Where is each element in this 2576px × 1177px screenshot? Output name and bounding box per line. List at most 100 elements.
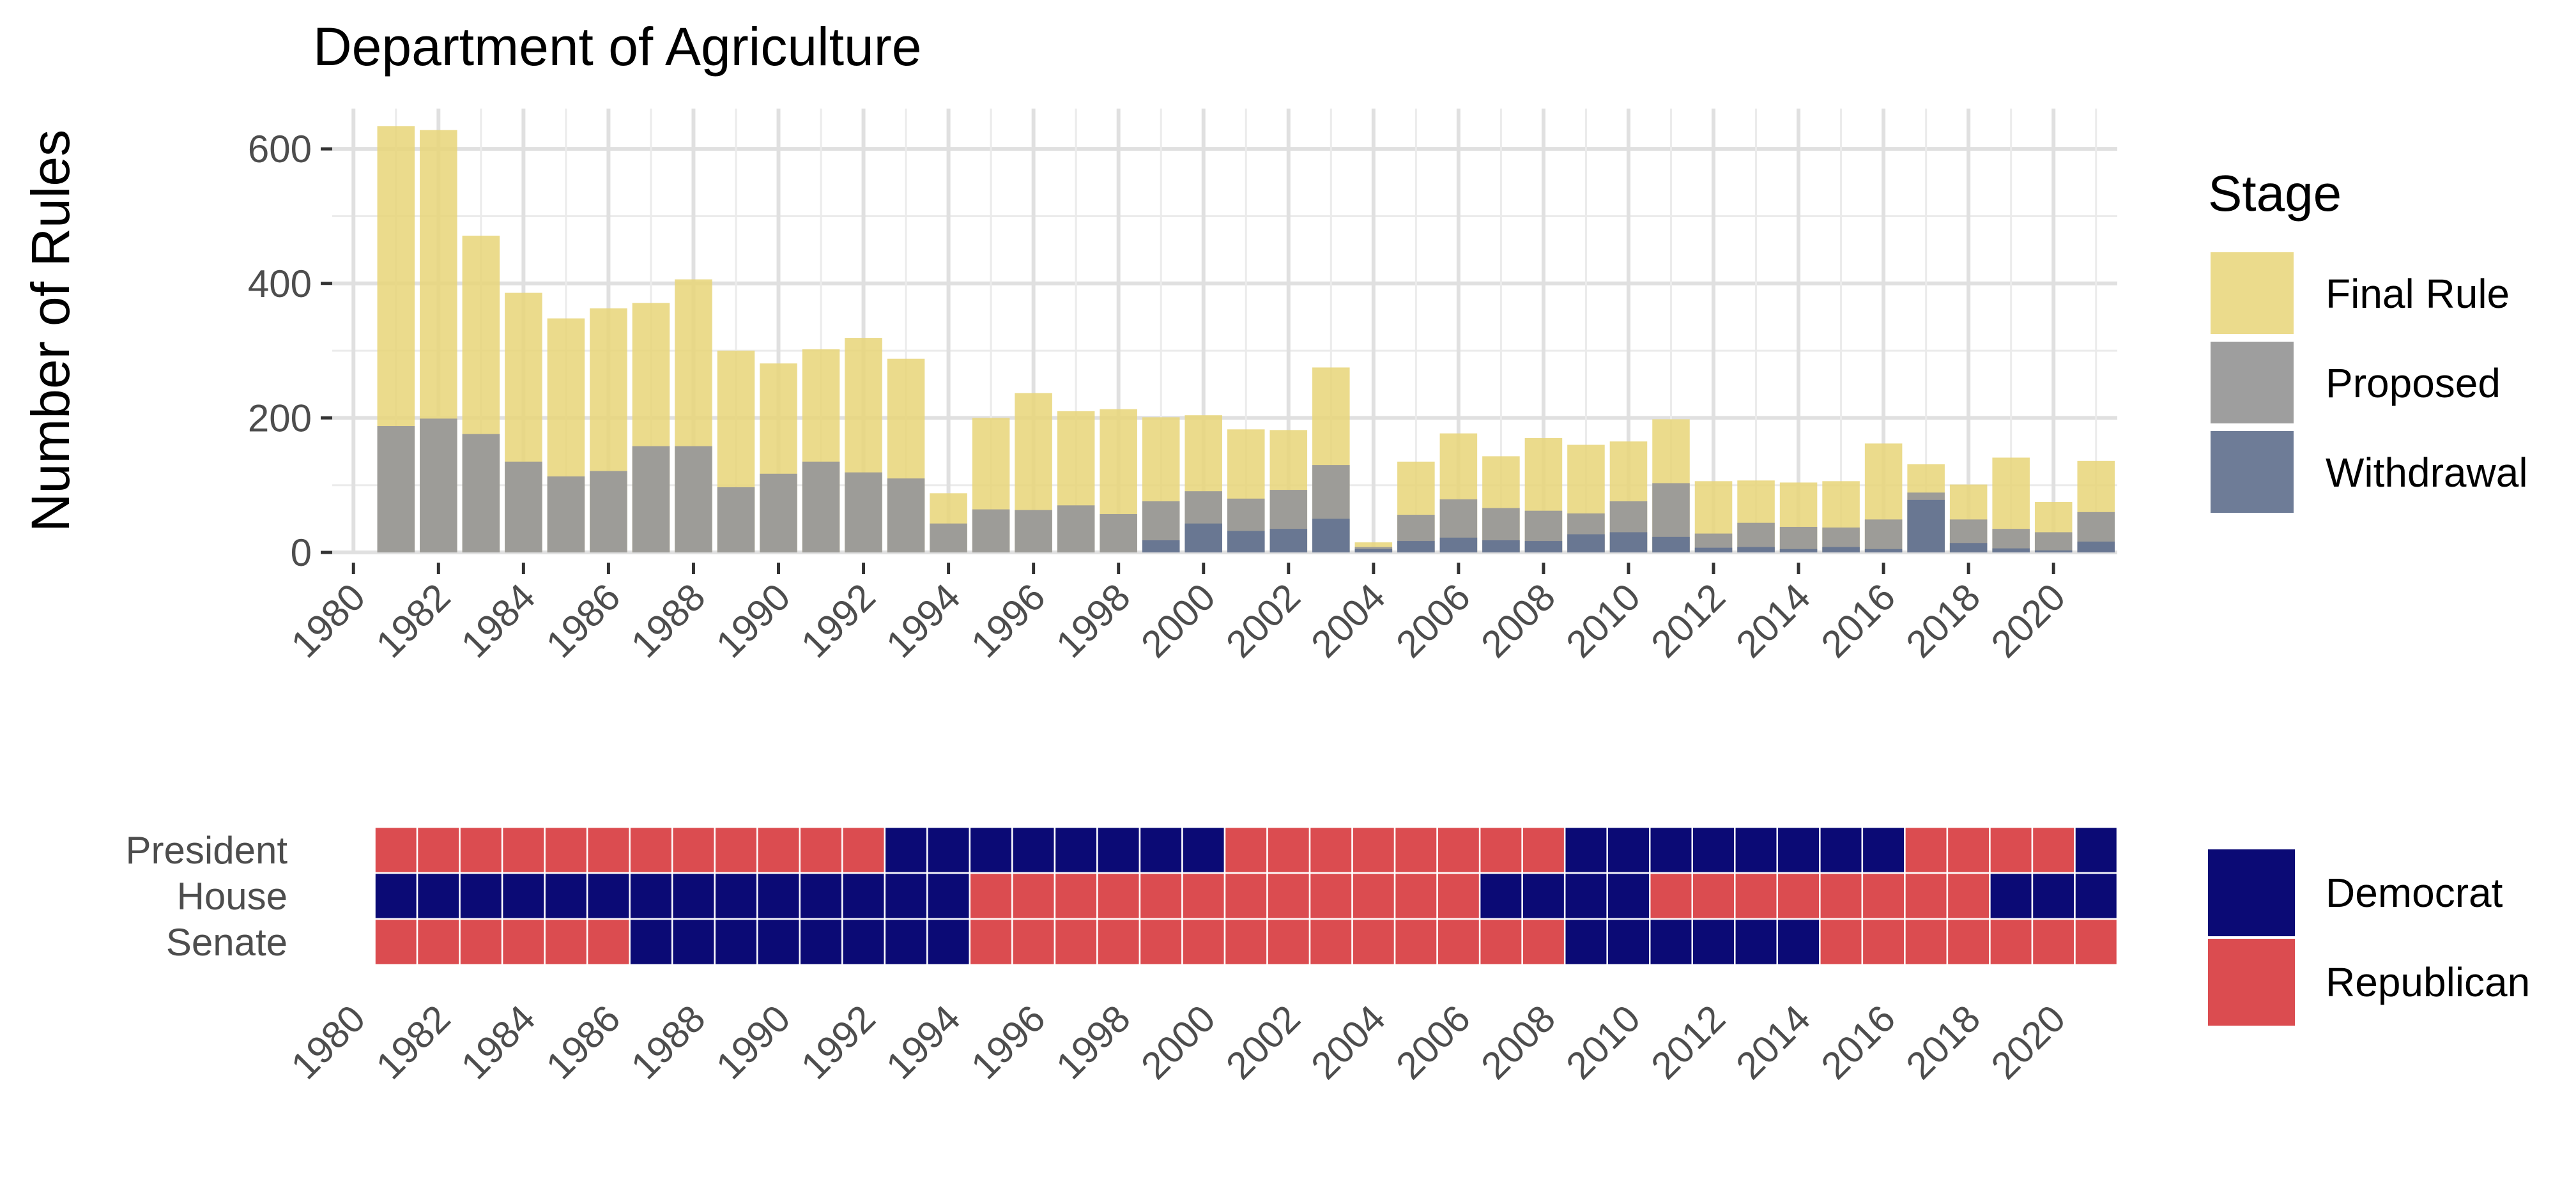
heat-cell-house-2019: [1989, 872, 2034, 920]
heat-cell-president-1986: [586, 826, 631, 874]
bar-withdrawal-2011: [1652, 536, 1690, 552]
bar-proposed-1992: [845, 472, 882, 552]
heat-cell-house-1990: [756, 872, 801, 920]
heat-cell-house-2017: [1904, 872, 1949, 920]
heat-cell-president-1987: [629, 826, 673, 874]
heat-cell-president-1989: [714, 826, 758, 874]
legend-label: Democrat: [2326, 870, 2503, 916]
heat-cell-senate-2001: [1223, 918, 1268, 966]
heat-cell-house-1997: [1054, 872, 1098, 920]
bar-proposed-1993: [887, 478, 925, 552]
heat-cell-house-2005: [1393, 872, 1438, 920]
heat-cell-president-1997: [1054, 826, 1098, 874]
heat-cell-senate-1998: [1096, 918, 1141, 966]
legend-swatch-democrat: [2208, 849, 2295, 936]
bar-withdrawal-2017: [1907, 499, 1945, 552]
heat-x-tick-label: 1980: [283, 997, 374, 1088]
x-tick-label: 2014: [1728, 575, 1819, 666]
legend-swatch-republican: [2208, 939, 2295, 1026]
heat-cell-senate-2017: [1904, 918, 1949, 966]
heat-cell-senate-1982: [416, 918, 461, 966]
heat-x-tick-label: 2016: [1813, 997, 1904, 1088]
heat-cell-senate-2004: [1351, 918, 1396, 966]
heat-cell-house-1983: [459, 872, 503, 920]
heat-row-label: House: [177, 875, 288, 918]
heat-x-tick-label: 1984: [453, 997, 544, 1088]
stacked-bar-panel: 0200400600198019821984198619881990199219…: [20, 17, 2117, 666]
x-tick-label: 2016: [1813, 575, 1904, 666]
heat-cell-senate-1984: [501, 918, 546, 966]
heat-cell-president-2015: [1819, 826, 1864, 874]
bar-withdrawal-2007: [1482, 540, 1520, 552]
heat-cell-president-1992: [841, 826, 886, 874]
x-tick-label: 2004: [1303, 575, 1393, 666]
heat-cell-house-2011: [1648, 872, 1694, 920]
heat-cell-house-1991: [799, 872, 843, 920]
heat-cell-house-1998: [1096, 872, 1141, 920]
bar-proposed-1985: [547, 476, 585, 552]
bar-proposed-1997: [1057, 505, 1095, 552]
heat-cell-president-2019: [1989, 826, 2034, 874]
x-tick-label: 2000: [1133, 575, 1223, 666]
y-axis-title: Number of Rules: [20, 130, 80, 532]
bar-proposed-1983: [462, 434, 500, 552]
heat-cell-president-1998: [1096, 826, 1141, 874]
heat-cell-house-1981: [374, 872, 418, 920]
heat-cell-senate-1987: [629, 918, 673, 966]
heat-cell-house-1985: [544, 872, 588, 920]
bar-withdrawal-2016: [1864, 549, 1903, 552]
heat-cell-president-2018: [1946, 826, 1991, 874]
y-tick-label: 400: [248, 262, 312, 305]
heat-x-tick-label: 1988: [623, 997, 714, 1088]
bars: [377, 126, 2115, 553]
x-tick-label: 2012: [1643, 575, 1733, 666]
heat-x-tick-label: 1982: [368, 997, 459, 1088]
legend-label: Proposed: [2326, 360, 2501, 406]
heat-cell-senate-2008: [1521, 918, 1566, 966]
heat-cell-senate-2002: [1266, 918, 1311, 966]
x-tick-label: 1990: [708, 575, 799, 666]
heat-cell-president-1996: [1011, 826, 1056, 874]
stage-legend: Stage Final Rule Proposed Withdrawal: [2208, 165, 2528, 513]
bar-proposed-2016: [1864, 519, 1903, 552]
bar-proposed-1995: [972, 509, 1010, 552]
x-axis: 1980198219841986198819901992199419961998…: [283, 563, 2073, 666]
heat-cell-senate-2014: [1776, 918, 1821, 966]
heat-cell-senate-2006: [1436, 918, 1481, 966]
heat-x-tick-label: 1994: [878, 997, 969, 1088]
heat-row-label: President: [126, 829, 288, 872]
heat-cell-president-2021: [2074, 826, 2119, 874]
heat-cell-house-2004: [1351, 872, 1396, 920]
bar-withdrawal-2020: [2034, 550, 2073, 552]
heat-cell-president-2010: [1606, 826, 1651, 874]
heat-cell-house-1982: [416, 872, 461, 920]
heat-cell-house-1993: [884, 872, 928, 920]
x-tick-label: 1988: [623, 575, 714, 666]
heat-cell-president-1984: [501, 826, 546, 874]
heat-cell-house-1996: [1011, 872, 1056, 920]
heat-cell-president-2013: [1734, 826, 1779, 874]
heat-cell-president-1994: [926, 826, 971, 874]
heat-cell-senate-2016: [1861, 918, 1906, 966]
heat-x-tick-label: 1992: [793, 997, 884, 1088]
heat-cell-house-2013: [1734, 872, 1779, 920]
heat-cell-president-2007: [1478, 826, 1523, 874]
heat-x-tick-label: 2010: [1558, 997, 1648, 1088]
x-tick-label: 1994: [878, 575, 969, 666]
legend-swatch-proposed: [2211, 342, 2294, 423]
bar-proposed-1996: [1015, 510, 1052, 552]
bar-withdrawal-2008: [1524, 541, 1563, 552]
heat-cell-house-2016: [1861, 872, 1906, 920]
x-tick-label: 1992: [793, 575, 884, 666]
heat-x-tick-label: 2020: [1983, 997, 2074, 1088]
bar-withdrawal-2001: [1227, 531, 1265, 552]
heat-cell-president-1981: [374, 826, 418, 874]
heat-cell-president-2011: [1648, 826, 1694, 874]
bar-withdrawal-2015: [1822, 547, 1860, 552]
heat-cell-president-1999: [1138, 826, 1183, 874]
heat-cell-president-2020: [2031, 826, 2076, 874]
heat-cell-senate-2020: [2031, 918, 2076, 966]
legend-title: Stage: [2208, 165, 2342, 222]
heat-cell-president-2017: [1904, 826, 1949, 874]
x-tick-label: 1996: [963, 575, 1054, 666]
